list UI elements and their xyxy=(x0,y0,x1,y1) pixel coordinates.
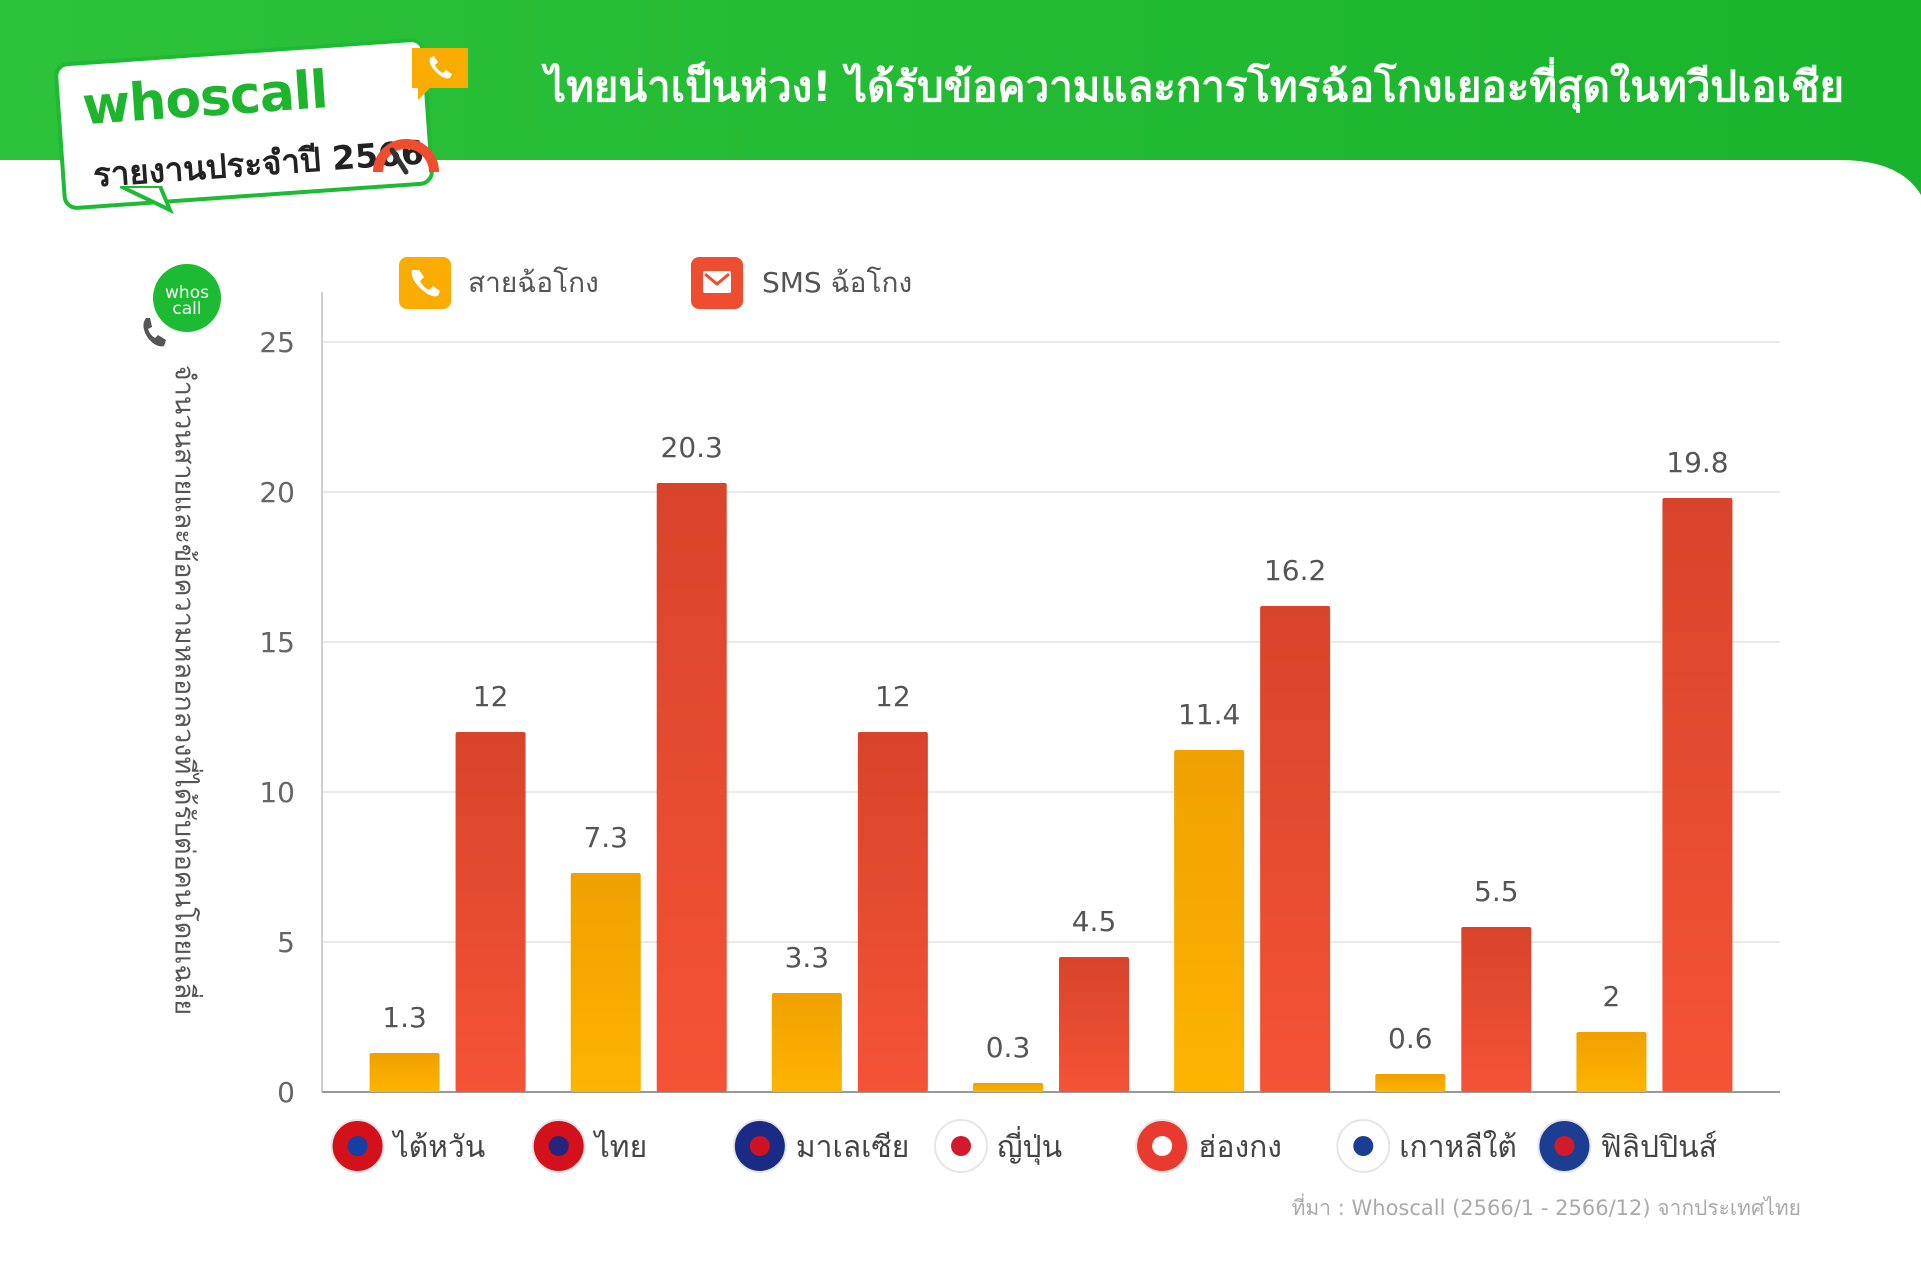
bar-call-5 xyxy=(1375,1074,1446,1092)
bar-call-6 xyxy=(1576,1032,1647,1092)
side-badge-line2: call xyxy=(172,299,201,319)
category-label-0: ไต้หวัน xyxy=(392,1129,486,1165)
phone-icon xyxy=(411,270,440,297)
y-tick-label: 20 xyxy=(259,476,295,509)
bar-call-4 xyxy=(1174,750,1245,1092)
side-badge-line1: whos xyxy=(165,283,209,303)
y-tick-label: 25 xyxy=(259,326,295,359)
data-label-sms-0: 12 xyxy=(473,680,509,713)
bar-sms-2 xyxy=(857,732,928,1092)
side-phone-icon xyxy=(143,318,166,347)
category-label-1: ไทย xyxy=(593,1129,647,1165)
bar-call-3 xyxy=(973,1083,1043,1092)
japan-flag-icon xyxy=(934,1119,988,1173)
category-label-5: เกาหลีใต้ xyxy=(1399,1130,1517,1165)
data-label-sms-6: 19.8 xyxy=(1666,446,1728,479)
bar-call-2 xyxy=(771,993,842,1092)
category-labels: ไต้หวัน ไทย มาเลเซีย ญี่ปุ่น ฮ่องกง เกาหลีใต้… xyxy=(330,1119,1717,1173)
data-label-call-6: 2 xyxy=(1603,980,1621,1013)
grid-lines xyxy=(322,341,1780,943)
data-label-call-3: 0.3 xyxy=(986,1031,1031,1064)
y-tick-labels: 0 5 10 15 20 25 xyxy=(259,326,295,1109)
category-label-3: ญี่ปุ่น xyxy=(997,1126,1062,1166)
source-note: ที่มา : Whoscall (2566/1 - 2566/12) จากป… xyxy=(1291,1196,1801,1220)
category-label-6: ฟิลิปปินส์ xyxy=(1600,1130,1717,1165)
hongkong-flag-icon xyxy=(1135,1119,1190,1173)
y-tick-label: 5 xyxy=(277,926,295,959)
data-label-sms-5: 5.5 xyxy=(1474,875,1519,908)
side-badge: whos call xyxy=(143,264,221,347)
logo-speech-tail xyxy=(120,186,174,215)
bar-sms-6 xyxy=(1662,498,1733,1092)
data-label-call-1: 7.3 xyxy=(583,821,628,854)
bar-sms-3 xyxy=(1059,957,1129,1092)
data-label-sms-4: 16.2 xyxy=(1264,554,1326,587)
thailand-flag-icon xyxy=(531,1119,586,1173)
gauge-icon xyxy=(373,139,439,175)
bar-call-1 xyxy=(570,873,641,1092)
y-axis-title: จำนวนสายและข้อความหลอกลวงที่ได้รับต่อคนโ… xyxy=(168,364,200,1016)
malaysia-flag-icon xyxy=(732,1119,787,1173)
category-label-4: ฮ่องกง xyxy=(1198,1130,1282,1165)
bar-sms-0 xyxy=(455,732,526,1092)
legend: สายฉ้อโกง SMS ฉ้อโกง xyxy=(399,257,912,309)
bar-sms-1 xyxy=(656,483,727,1092)
legend-call-swatch xyxy=(399,257,451,309)
y-tick-label: 10 xyxy=(259,776,295,809)
data-label-call-2: 3.3 xyxy=(785,941,830,974)
y-tick-label: 15 xyxy=(259,626,295,659)
bar-sms-4 xyxy=(1260,606,1331,1092)
data-label-call-0: 1.3 xyxy=(382,1001,427,1034)
mail-icon xyxy=(703,271,731,293)
data-label-call-4: 11.4 xyxy=(1178,698,1240,731)
bars xyxy=(369,483,1733,1092)
legend-call-label: สายฉ้อโกง xyxy=(468,266,599,299)
bar-sms-5 xyxy=(1461,927,1532,1092)
page-title: ไทยน่าเป็นห่วง! ได้รับข้อความและการโทรฉ้… xyxy=(545,62,1845,111)
category-label-2: มาเลเซีย xyxy=(796,1130,909,1165)
phone-bubble-icon xyxy=(412,48,468,100)
y-tick-label: 0 xyxy=(277,1076,295,1109)
south-korea-flag-icon xyxy=(1336,1119,1391,1173)
data-labels: 1.3 12 7.3 20.3 3.3 12 0.3 4.5 11.4 16.2 0.6 5.5 2 19… xyxy=(382,431,1728,1064)
legend-sms-label: SMS ฉ้อโกง xyxy=(762,266,912,299)
data-label-sms-1: 20.3 xyxy=(661,431,723,464)
philippines-flag-icon xyxy=(1537,1119,1592,1173)
data-label-call-5: 0.6 xyxy=(1388,1022,1433,1055)
data-label-sms-3: 4.5 xyxy=(1072,905,1117,938)
taiwan-flag-icon xyxy=(330,1119,385,1173)
data-label-sms-2: 12 xyxy=(875,680,911,713)
bar-call-0 xyxy=(369,1053,440,1092)
